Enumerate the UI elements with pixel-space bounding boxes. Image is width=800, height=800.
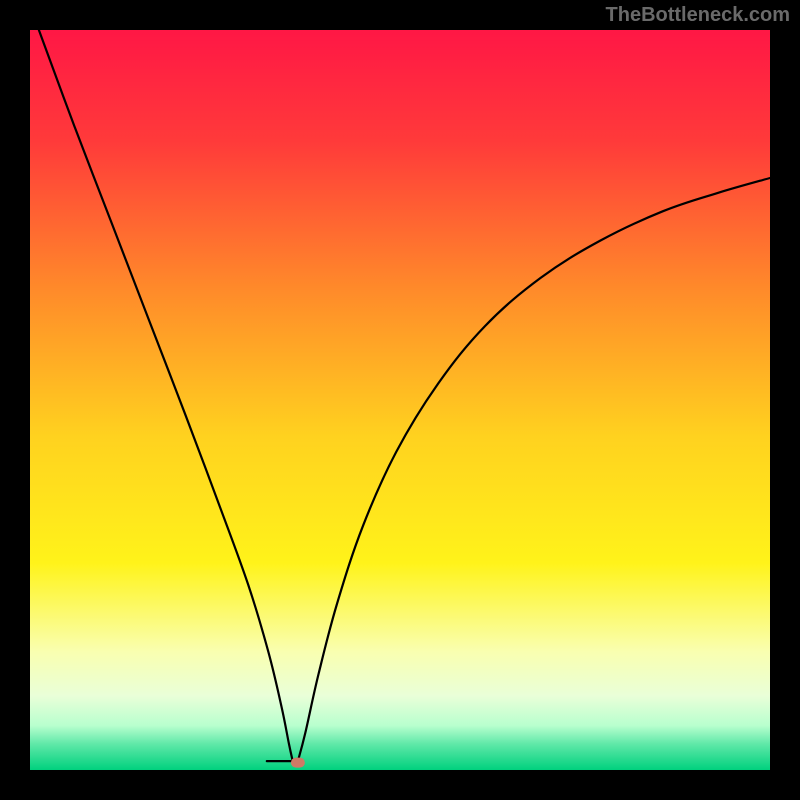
optimum-marker <box>291 758 305 768</box>
chart-svg <box>0 0 800 800</box>
chart-container: TheBottleneck.com <box>0 0 800 800</box>
watermark-text: TheBottleneck.com <box>606 4 790 27</box>
plot-background <box>30 30 770 770</box>
